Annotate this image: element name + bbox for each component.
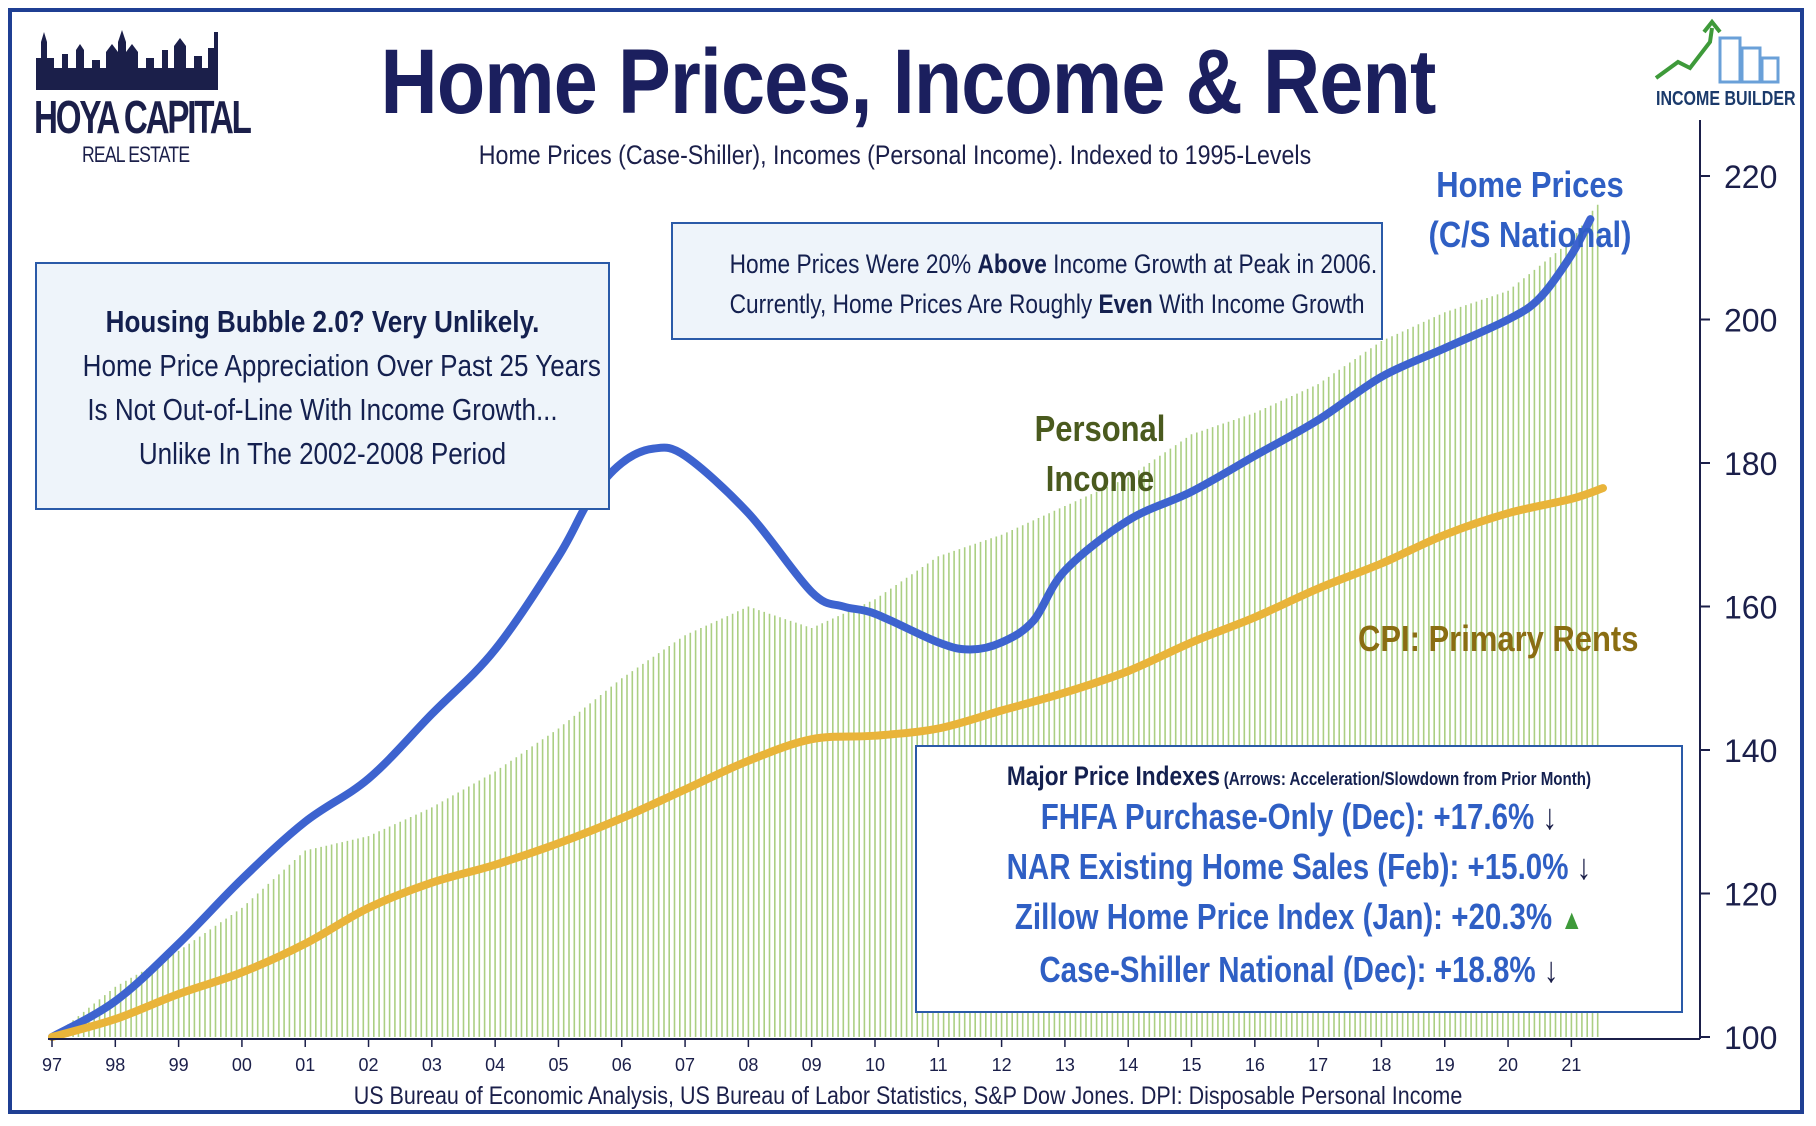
source-note: US Bureau of Economic Analysis, US Burea… xyxy=(353,1082,1463,1110)
home-prices-label-line2: (C/S National) xyxy=(1428,214,1632,255)
x-tick-label: 08 xyxy=(738,1055,758,1075)
index-item-text: FHFA Purchase-Only (Dec): +17.6% xyxy=(1040,796,1535,837)
x-tick-label: 14 xyxy=(1118,1055,1138,1075)
y-tick-label: 220 xyxy=(1724,159,1777,195)
x-tick-label: 20 xyxy=(1498,1055,1518,1075)
x-tick-label: 04 xyxy=(485,1055,505,1075)
arrow-down-icon: ↓ xyxy=(1542,796,1558,837)
logo-line2: REAL ESTATE xyxy=(82,142,190,167)
personal-income-label-line1: Personal xyxy=(1034,408,1166,449)
y-tick-label: 160 xyxy=(1724,590,1777,626)
home-prices-label-line1: Home Prices xyxy=(1436,164,1624,205)
indexes-title: Major Price Indexes xyxy=(1006,761,1220,791)
peak-line2-a: Currently, Home Prices Are Roughly xyxy=(729,289,1099,319)
arrow-down-icon: ↓ xyxy=(1576,846,1592,887)
index-item: Zillow Home Price Index (Jan): +20.3% ▲ xyxy=(986,892,1612,945)
indexes-header: Major Price Indexes (Arrows: Acceleratio… xyxy=(978,761,1620,792)
personal-income-label: Personal Income xyxy=(997,404,1203,504)
index-item-text: NAR Existing Home Sales (Feb): +15.0% xyxy=(1006,846,1569,887)
x-tick-label: 10 xyxy=(865,1055,885,1075)
x-tick-label: 99 xyxy=(169,1055,189,1075)
peak-line1-bold: Above xyxy=(977,249,1047,279)
peak-line2-c: With Income Growth xyxy=(1152,289,1365,319)
x-tick-label: 12 xyxy=(992,1055,1012,1075)
home-prices-line xyxy=(48,215,1595,1041)
price-indexes-box: Major Price Indexes (Arrows: Acceleratio… xyxy=(915,745,1683,1013)
income-builder-text: INCOME BUILDER xyxy=(1656,88,1796,110)
index-item-text: Zillow Home Price Index (Jan): +20.3% xyxy=(1014,896,1553,937)
personal-income-label-line2: Income xyxy=(1045,458,1155,499)
bubble-line2: Is Not Out-of-Line With Income Growth... xyxy=(87,392,558,427)
x-tick-label: 17 xyxy=(1308,1055,1328,1075)
bubble-line3: Unlike In The 2002-2008 Period xyxy=(138,436,507,471)
x-tick-label: 16 xyxy=(1245,1055,1265,1075)
skyline-icon xyxy=(36,30,218,90)
triangle-up-icon: ▲ xyxy=(1560,904,1584,935)
x-tick-label: 00 xyxy=(232,1055,252,1075)
x-tick-label: 21 xyxy=(1561,1055,1581,1075)
peak-line1-c: Income Growth at Peak in 2006. xyxy=(1046,249,1378,279)
income-builder-logo: INCOME BUILDER xyxy=(1650,18,1796,118)
peak-line2-bold: Even xyxy=(1098,289,1153,319)
peak-annotation-box: Home Prices Were 20% Above Income Growth… xyxy=(671,222,1383,340)
y-tick-label: 200 xyxy=(1724,303,1777,339)
primary-rents-line xyxy=(48,484,1607,1041)
bubble-title: Housing Bubble 2.0? Very Unlikely. xyxy=(105,304,540,339)
chart-title: Home Prices, Income & Rent xyxy=(380,31,1437,133)
chart-axes: 100 120 140 160 180 200 220 97 98 99 00 01 02 03 04 05 0… xyxy=(42,120,1777,1075)
y-tick-label: 100 xyxy=(1724,1020,1777,1056)
x-tick-label: 15 xyxy=(1182,1055,1202,1075)
y-tick-label: 120 xyxy=(1724,877,1777,913)
chart-subtitle: Home Prices (Case-Shiller), Incomes (Per… xyxy=(478,140,1312,170)
x-tick-label: 02 xyxy=(359,1055,379,1075)
building-chart-icon xyxy=(1654,18,1780,84)
x-tick-label: 06 xyxy=(612,1055,632,1075)
x-tick-label: 19 xyxy=(1435,1055,1455,1075)
logo-line1: HOYA CAPITAL xyxy=(34,91,252,143)
bubble-line1: Home Price Appreciation Over Past 25 Yea… xyxy=(82,348,601,383)
x-tick-label: 13 xyxy=(1055,1055,1075,1075)
peak-line1: Home Prices Were 20% Above Income Growth… xyxy=(729,244,1378,284)
x-tick-label: 18 xyxy=(1371,1055,1391,1075)
indexes-note: (Arrows: Acceleration/Slowdown from Prio… xyxy=(1223,769,1592,789)
peak-line1-a: Home Prices Were 20% xyxy=(729,249,978,279)
bubble-annotation-box: Housing Bubble 2.0? Very Unlikely. Home … xyxy=(35,262,610,510)
x-tick-label: 97 xyxy=(42,1055,62,1075)
y-tick-label: 140 xyxy=(1724,733,1777,769)
x-tick-label: 01 xyxy=(295,1055,315,1075)
primary-rents-label: CPI: Primary Rents xyxy=(1358,618,1639,659)
x-tick-label: 03 xyxy=(422,1055,442,1075)
x-tick-label: 05 xyxy=(548,1055,568,1075)
x-tick-label: 09 xyxy=(802,1055,822,1075)
index-item: NAR Existing Home Sales (Feb): +15.0% ↓ xyxy=(986,842,1612,892)
index-item: Case-Shiller National (Dec): +18.8% ↓ xyxy=(986,945,1612,995)
x-tick-label: 07 xyxy=(675,1055,695,1075)
arrow-down-icon: ↓ xyxy=(1543,949,1559,990)
home-prices-label: Home Prices (C/S National) xyxy=(1401,160,1659,260)
x-tick-label: 11 xyxy=(929,1055,948,1075)
index-item: FHFA Purchase-Only (Dec): +17.6% ↓ xyxy=(986,792,1612,842)
index-item-text: Case-Shiller National (Dec): +18.8% xyxy=(1039,949,1536,990)
chart-lines xyxy=(48,215,1607,1041)
x-tick-label: 98 xyxy=(105,1055,125,1075)
peak-line2: Currently, Home Prices Are Roughly Even … xyxy=(729,284,1365,324)
y-tick-label: 180 xyxy=(1724,446,1777,482)
hoya-capital-logo: HOYA CAPITAL REAL ESTATE xyxy=(34,24,252,174)
